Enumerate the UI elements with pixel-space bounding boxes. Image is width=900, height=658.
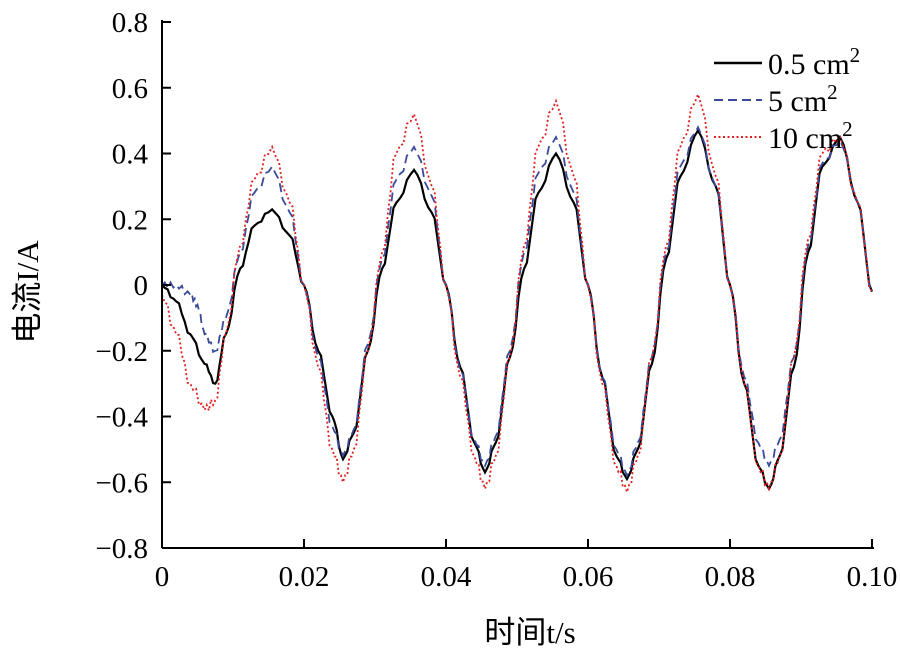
legend-label-text: 0.5 cm (768, 48, 850, 81)
y-tick-label: 0.2 (112, 204, 148, 236)
y-tick-label: 0.8 (112, 7, 148, 39)
legend-label-sup: 2 (842, 117, 853, 141)
y-tick-label: −0.8 (95, 533, 148, 565)
legend-label-text: 10 cm (768, 122, 842, 155)
y-tick-label: 0.6 (112, 73, 148, 105)
y-axis-title: 电流I/A (10, 240, 45, 344)
legend-label-text: 5 cm (768, 85, 827, 118)
series-line-2 (161, 91, 873, 496)
legend-label-sup: 2 (827, 80, 838, 104)
x-tick-label: 0.02 (279, 561, 330, 593)
legend-label-1: 5 cm2 (768, 80, 838, 118)
x-tick-label: 0.08 (705, 561, 756, 593)
plot-area: 0 0.02 0.04 0.06 0.08 0.10 0.8 0.6 0.4 0.2 0 −0.2 −… (95, 7, 897, 593)
x-tick-label: 0.06 (563, 561, 614, 593)
y-tick-label: 0 (134, 270, 149, 302)
legend-label-2: 10 cm2 (768, 117, 853, 155)
x-tick-label: 0.10 (847, 561, 898, 593)
series-line-1 (161, 125, 873, 479)
x-tick-label: 0.04 (421, 561, 472, 593)
y-tick-label: −0.2 (95, 336, 148, 368)
x-axis-title: 时间t/s (484, 615, 575, 650)
series-line-0 (161, 128, 874, 492)
legend-label-0: 0.5 cm2 (768, 43, 860, 81)
y-ticks: 0.8 0.6 0.4 0.2 0 −0.2 −0.4 −0.6 −0.8 (95, 7, 171, 565)
x-ticks: 0 0.02 0.04 0.06 0.08 0.10 (155, 539, 898, 593)
legend-label-sup: 2 (850, 43, 861, 67)
y-tick-label: −0.4 (95, 402, 148, 434)
y-tick-label: −0.6 (95, 467, 148, 499)
series-layer (161, 91, 874, 496)
y-tick-label: 0.4 (112, 139, 149, 171)
x-tick-label: 0 (155, 561, 170, 593)
